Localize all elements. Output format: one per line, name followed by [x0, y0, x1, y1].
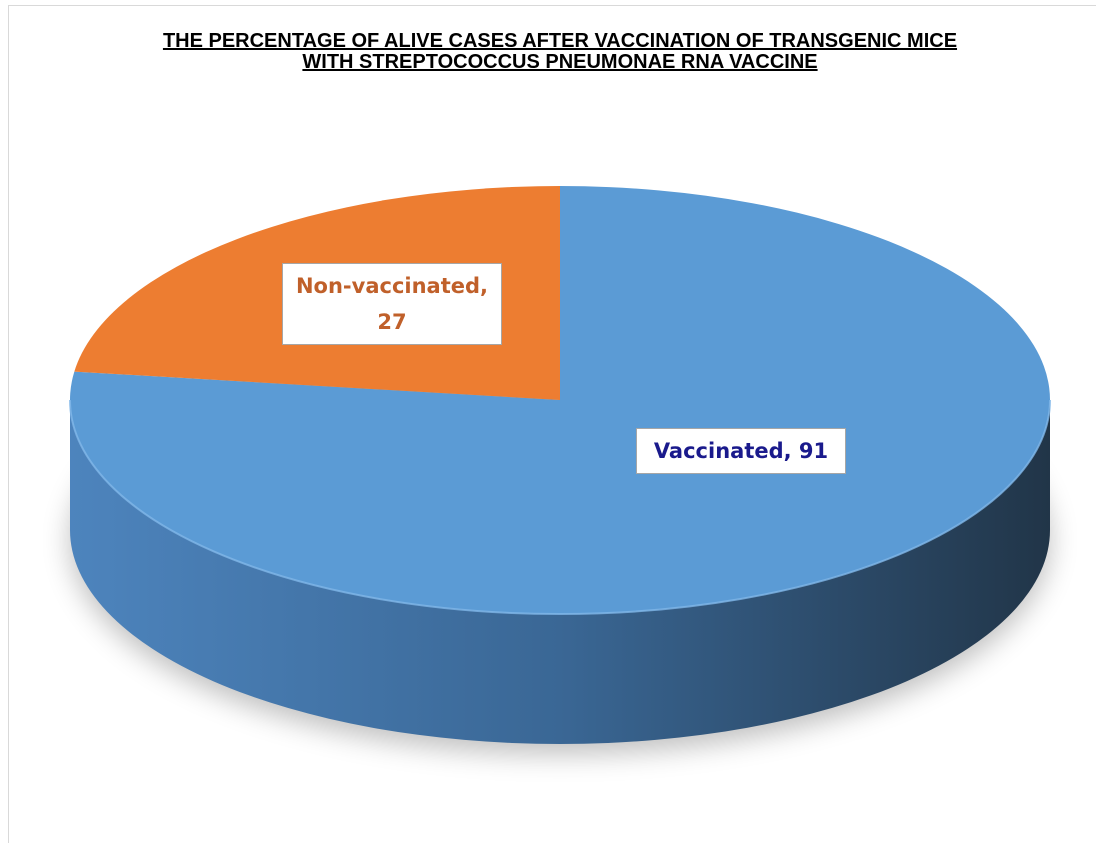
chart-title: THE PERCENTAGE OF ALIVE CASES AFTER VACC…	[162, 30, 958, 73]
pie-side	[70, 400, 1050, 744]
pie-rim	[69, 399, 1051, 615]
chart-frame	[8, 5, 1096, 843]
data-label: Non-vaccinated, 27	[282, 263, 502, 345]
data-label: Vaccinated, 91	[636, 428, 846, 474]
